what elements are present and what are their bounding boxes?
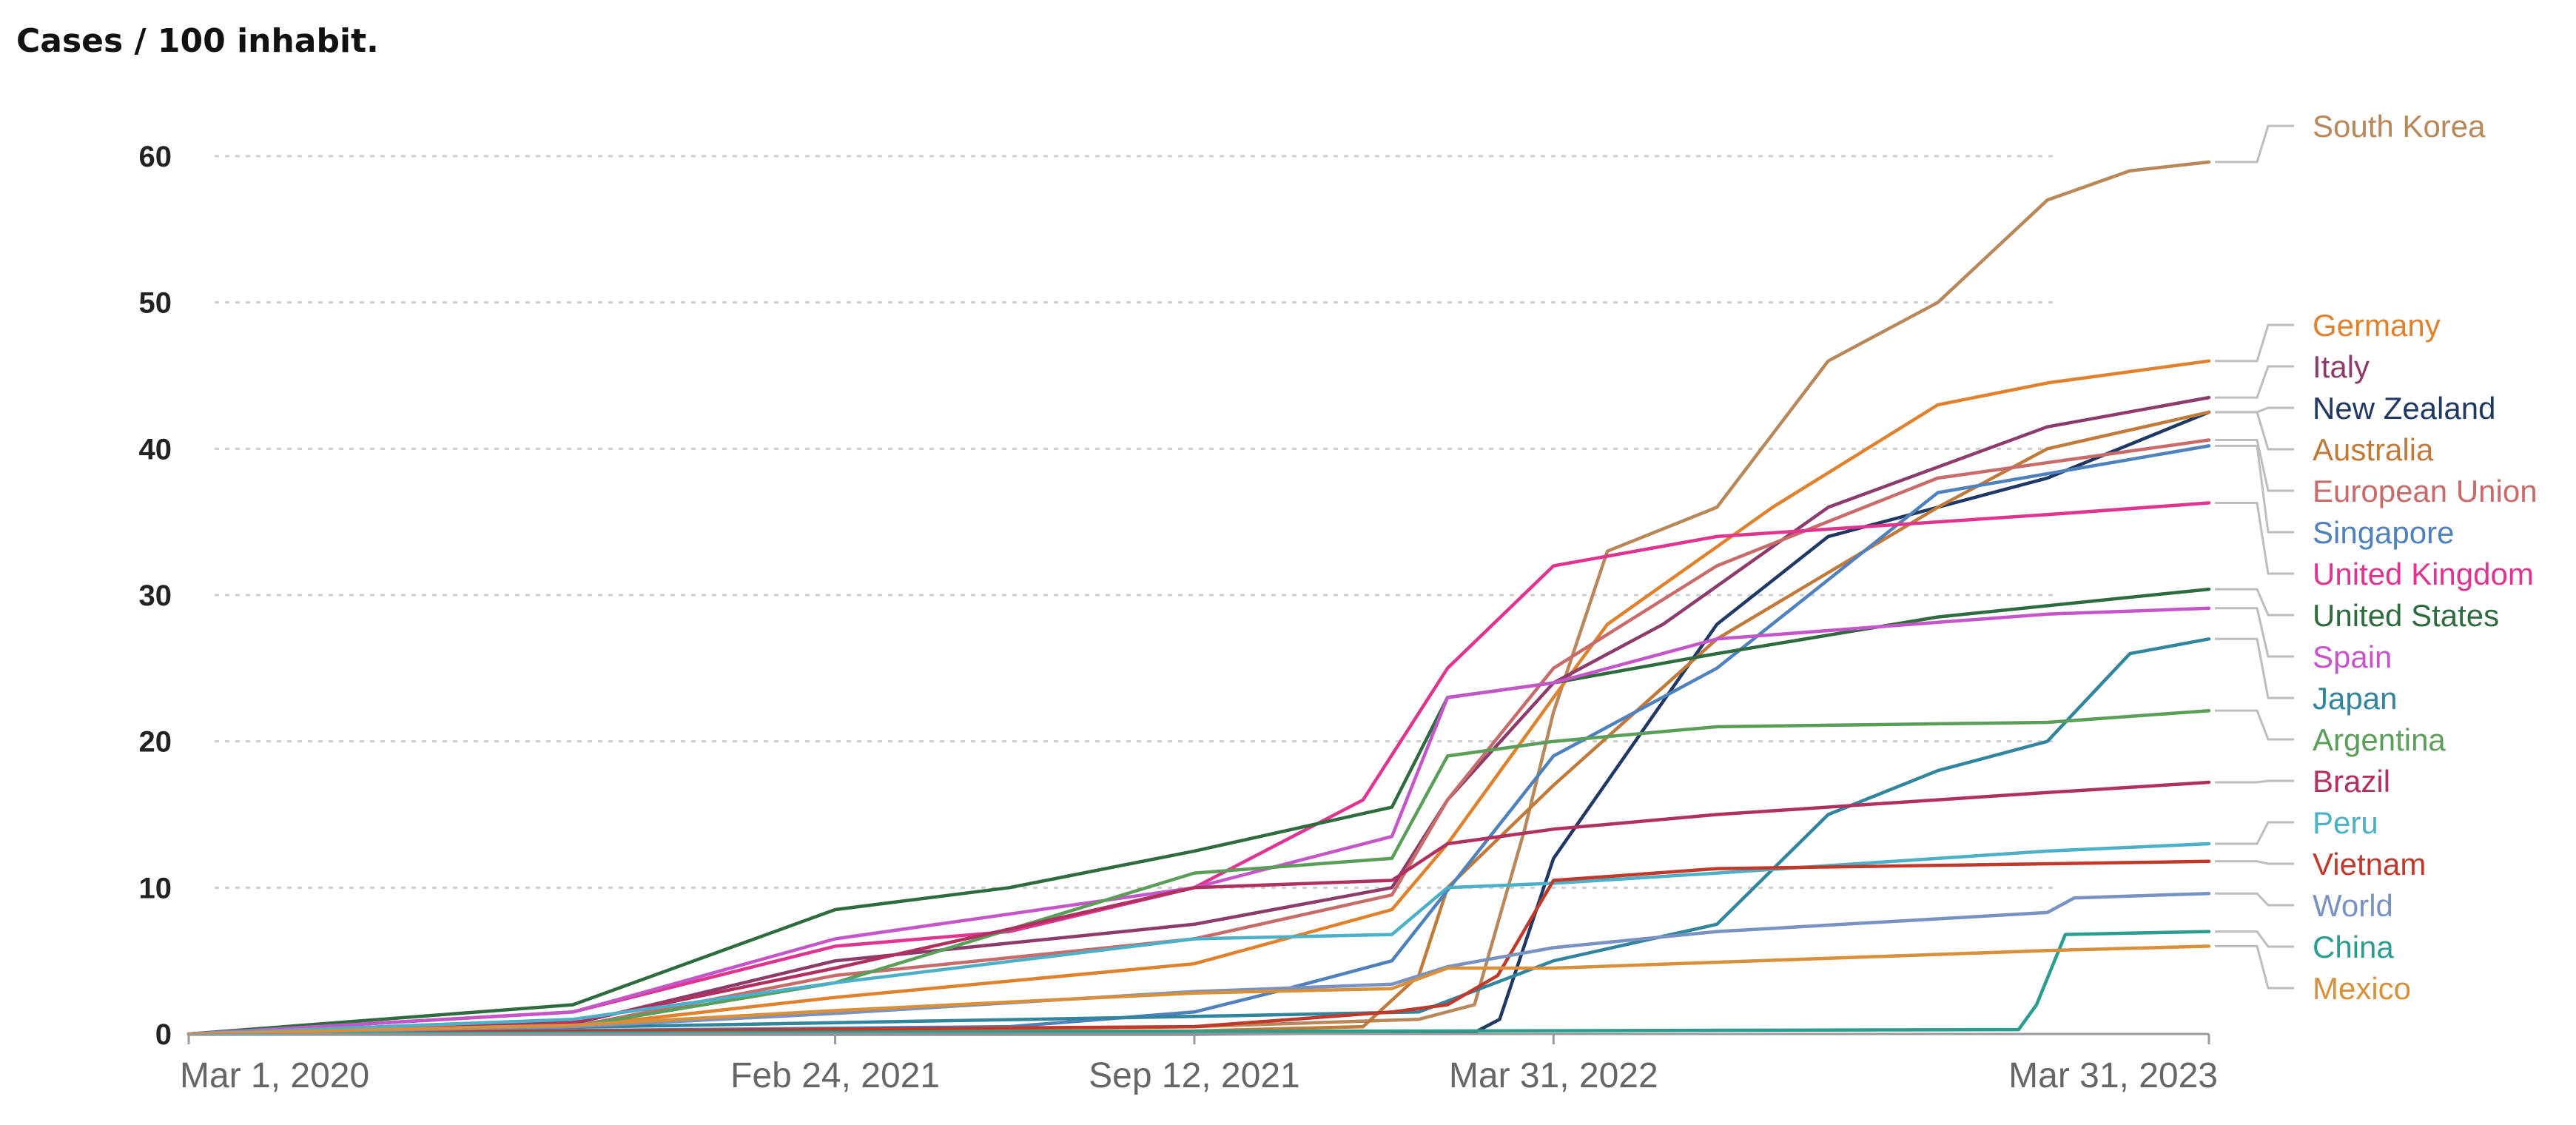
- y-tick-label: 40: [139, 433, 172, 466]
- series-line: [186, 501, 2211, 1036]
- series-line: [186, 606, 2211, 1036]
- x-tick-label: Mar 31, 2022: [1449, 1056, 1658, 1095]
- leader-line: [2215, 444, 2294, 534]
- x-tick-label: Feb 24, 2021: [730, 1056, 940, 1095]
- series-label: Brazil: [2313, 764, 2390, 799]
- series-label: European Union: [2313, 474, 2538, 508]
- leader-line: [2215, 709, 2294, 741]
- leader-line: [2215, 588, 2294, 617]
- series-label: Argentina: [2313, 722, 2446, 757]
- leader-line: [2215, 821, 2294, 845]
- leader-line: [2215, 365, 2294, 399]
- y-tick-label: 10: [139, 872, 172, 904]
- series-label: World: [2313, 888, 2393, 923]
- chart-title: Cases / 100 inhabit.: [16, 22, 379, 60]
- series-line: [186, 160, 2211, 1036]
- series-label: New Zealand: [2313, 391, 2495, 426]
- series-label: Australia: [2313, 432, 2434, 467]
- series-label: Spain: [2313, 639, 2392, 674]
- series-label: Italy: [2313, 349, 2370, 384]
- leader-line: [2215, 438, 2294, 492]
- series-line: [186, 444, 2211, 1036]
- series-line: [186, 930, 2211, 1036]
- series-line: [186, 637, 2211, 1036]
- series-line: [186, 587, 2211, 1036]
- series-label: Japan: [2313, 681, 2397, 716]
- y-tick-label: 0: [155, 1018, 172, 1051]
- series-label: South Korea: [2313, 109, 2486, 144]
- leader-line: [2215, 411, 2294, 451]
- y-tick-label: 30: [139, 580, 172, 612]
- leader-line: [2215, 930, 2294, 948]
- y-tick-label: 20: [139, 726, 172, 759]
- leader-line: [2215, 779, 2294, 784]
- series-line: [186, 859, 2211, 1036]
- leader-line: [2215, 637, 2294, 699]
- series-label: United Kingdom: [2313, 557, 2534, 591]
- series-label: China: [2313, 930, 2394, 964]
- x-tick-label: Mar 1, 2020: [180, 1056, 369, 1095]
- x-tick-label: Sep 12, 2021: [1089, 1056, 1300, 1095]
- series-line: [186, 944, 2211, 1036]
- series-label: Peru: [2313, 805, 2378, 840]
- y-tick-label: 60: [139, 141, 172, 173]
- series-line: [186, 708, 2211, 1036]
- leader-line: [2215, 944, 2294, 990]
- series-label: United States: [2313, 598, 2499, 633]
- leader-line: [2215, 892, 2294, 907]
- series-label: Mexico: [2313, 971, 2411, 1006]
- leader-line: [2215, 323, 2294, 363]
- series-line: [186, 842, 2211, 1036]
- series-label: Vietnam: [2313, 847, 2426, 881]
- leader-line: [2215, 860, 2294, 865]
- series-label: Germany: [2313, 308, 2441, 343]
- series-line: [186, 359, 2211, 1036]
- series-line: [186, 438, 2211, 1036]
- series-line: [186, 780, 2211, 1036]
- x-tick-label: Mar 31, 2023: [2008, 1056, 2218, 1095]
- series-label: Singapore: [2313, 515, 2454, 550]
- leader-line: [2215, 124, 2294, 164]
- y-tick-label: 50: [139, 287, 172, 320]
- leader-line: [2215, 607, 2294, 658]
- leader-line: [2215, 501, 2294, 575]
